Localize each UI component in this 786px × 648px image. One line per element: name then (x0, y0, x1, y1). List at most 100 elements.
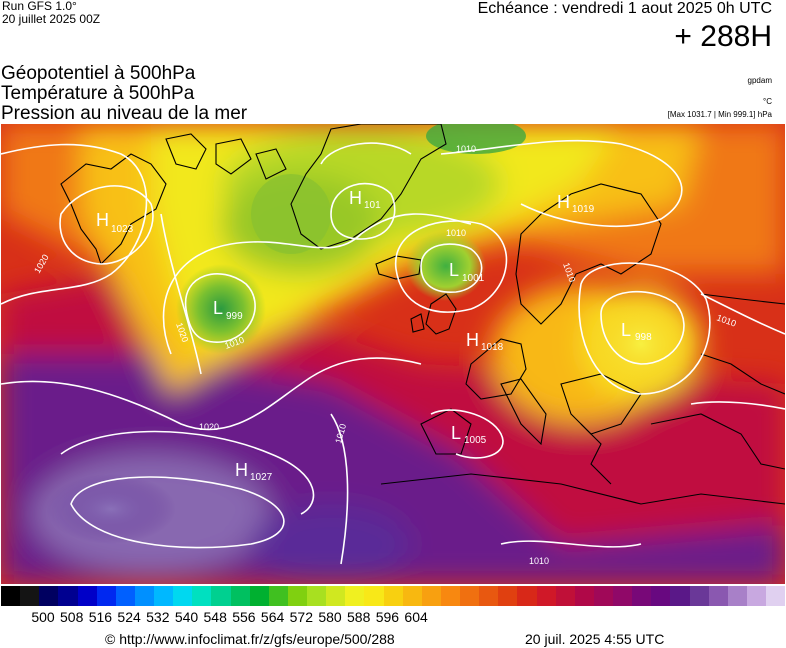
center-type: H (557, 192, 570, 212)
colorbar-swatch (77, 586, 97, 606)
center-value: 1018 (481, 342, 504, 353)
param-pressure: Pression au niveau de la mer (1, 103, 248, 124)
colorbar-swatch (727, 586, 747, 606)
valid-time: Echéance : vendredi 1 aout 2025 0h UTC (477, 0, 772, 17)
colorbar-swatch (268, 586, 288, 606)
unit-gpdam: gpdam (747, 76, 772, 85)
colorbar-swatch (58, 586, 78, 606)
colorbar-swatch (766, 586, 786, 606)
center-value: 998 (635, 332, 652, 343)
colorbar-swatch (173, 586, 193, 606)
center-type: L (621, 320, 631, 340)
center-type: H (235, 460, 248, 480)
isobars (1, 139, 785, 565)
model-run-label: Run GFS 1.0° (2, 0, 77, 13)
pressure-center: L 999 (213, 298, 243, 322)
colorbar-swatch (536, 586, 556, 606)
weather-map: 1010 1010 1020 1020 1010 1010 1020 1010 … (1, 124, 785, 584)
colorbar-swatch (593, 586, 613, 606)
pressure-center: H 1027 (235, 460, 273, 483)
source-url: © http://www.infoclimat.fr/z/gfs/europe/… (105, 631, 395, 647)
colorbar-swatch (307, 586, 327, 606)
center-value: 1023 (111, 224, 134, 235)
colorbar-swatch (192, 586, 212, 606)
colorbar-swatch (746, 586, 766, 606)
colorbar-swatch (402, 586, 422, 606)
center-value: 1005 (464, 435, 487, 446)
colorbar-swatch (574, 586, 594, 606)
param-temperature: Température à 500hPa (1, 83, 195, 104)
center-type: L (449, 260, 459, 280)
center-type: H (349, 188, 362, 208)
colorbar-tick-label: 548 (203, 609, 227, 625)
colorbar-swatch (20, 586, 40, 606)
colorbar-tick-label: 564 (260, 609, 285, 625)
colorbar-swatch (632, 586, 652, 606)
lead-time: + 288H (674, 20, 772, 53)
pressure-center: L 1005 (451, 423, 487, 446)
center-value: 1019 (572, 204, 595, 215)
colorbar-tick-label: 508 (60, 609, 84, 625)
colorbar-swatch (440, 586, 460, 606)
colorbar-tick-label: 580 (318, 609, 342, 625)
colorbar-tick-label: 540 (174, 609, 199, 625)
pressure-center: H 1023 (96, 210, 134, 235)
colorbar-swatch (364, 586, 384, 606)
pressure-center: H 1019 (557, 192, 595, 215)
colorbar-tick-label: 516 (88, 609, 113, 625)
colorbar-swatch (383, 586, 403, 606)
colorbar-swatch (230, 586, 250, 606)
colorbar-swatch (498, 586, 518, 606)
center-type: L (451, 423, 461, 443)
colorbar-swatch (555, 586, 575, 606)
isobar-label: 1010 (529, 556, 549, 566)
colorbar-tick-label: 524 (117, 609, 141, 625)
colorbar-swatch (689, 586, 709, 606)
center-value: 1027 (250, 472, 273, 483)
colorbar-tick-label: 588 (347, 609, 371, 625)
colorbar-swatch (651, 586, 671, 606)
colorbar-swatch (421, 586, 441, 606)
colorbar-swatch (115, 586, 135, 606)
colorbar-swatch (326, 586, 346, 606)
colorbar-tick-label: 572 (289, 609, 313, 625)
colorbar-tick-label: 532 (146, 609, 170, 625)
center-value: 999 (226, 311, 243, 322)
colorbar-swatch (345, 586, 365, 606)
colorbar-swatch (134, 586, 154, 606)
coastlines (60, 124, 785, 505)
pressure-centers: H 1023 H 1019 H 101 L 1001 L 999 H 1018 … (96, 188, 652, 483)
colorbar-swatch (1, 586, 21, 606)
center-type: H (96, 210, 109, 230)
colorbar-swatch (460, 586, 480, 606)
model-run-date: 20 juillet 2025 00Z (2, 12, 101, 26)
generation-timestamp: 20 juil. 2025 4:55 UTC (525, 631, 665, 647)
pressure-center: L 998 (621, 320, 652, 343)
colorbar-tick-label: 556 (232, 609, 256, 625)
colorbar-swatch (670, 586, 690, 606)
geopotential-field (1, 124, 785, 584)
colorbar-swatch (39, 586, 59, 606)
colorbar-swatch (613, 586, 633, 606)
isobar-label: 1010 (456, 144, 476, 154)
colorbar-swatch (249, 586, 269, 606)
colorbar-swatch (96, 586, 116, 606)
colorbar-swatch (517, 586, 537, 606)
isobar-label: 1020 (199, 422, 219, 432)
center-type: H (466, 330, 479, 350)
pressure-center: H 1018 (466, 330, 504, 353)
colorbar-tick-label: 500 (31, 609, 55, 625)
colorbar-swatch (154, 586, 174, 606)
center-value: 101 (364, 200, 381, 211)
unit-celsius: °C (763, 97, 772, 106)
pressure-range: [Max 1031.7 | Min 999.1] hPa (667, 110, 772, 119)
colorbar-swatch (211, 586, 231, 606)
pressure-center: L 1001 (449, 260, 485, 284)
center-type: L (213, 298, 223, 318)
colorbar-swatch (287, 586, 307, 606)
isobar-label: 1010 (446, 228, 466, 238)
colorbar-tick-label: 604 (404, 609, 428, 625)
colorbar-tick-label: 596 (375, 609, 400, 625)
param-geopotential: Géopotentiel à 500hPa (1, 63, 196, 84)
center-value: 1001 (462, 273, 485, 284)
